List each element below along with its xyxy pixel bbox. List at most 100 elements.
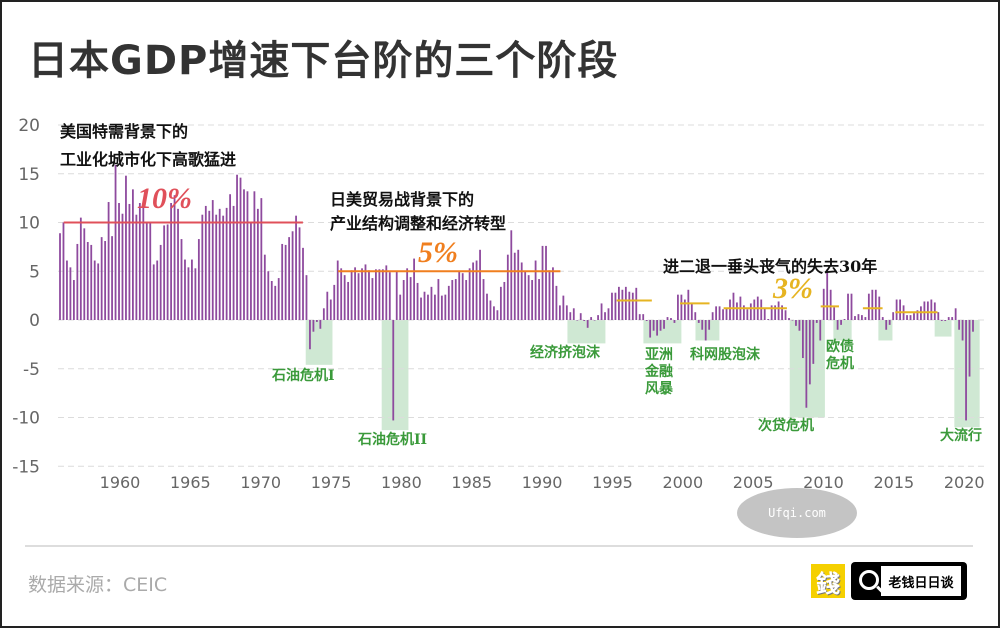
gdp-bar <box>545 245 547 320</box>
gdp-bar <box>864 317 867 320</box>
gdp-bar <box>468 268 471 320</box>
gdp-bar <box>677 294 679 320</box>
recession-shade <box>878 320 893 341</box>
gdp-bar <box>624 286 627 320</box>
gdp-bar <box>107 202 110 320</box>
gdp-bar <box>375 269 377 320</box>
gdp-bar <box>944 320 947 321</box>
gdp-bar <box>350 270 353 320</box>
gdp-bar <box>454 279 457 320</box>
gdp-bar <box>638 314 641 320</box>
gdp-bar <box>711 312 714 320</box>
gdp-bar <box>461 273 464 320</box>
gdp-bar <box>562 295 565 320</box>
gdp-bar <box>867 293 870 320</box>
gdp-bar <box>683 299 686 320</box>
gdp-bar <box>607 308 610 320</box>
gdp-bar <box>510 230 513 320</box>
gdp-bar <box>156 260 159 320</box>
gdp-bar <box>361 268 363 320</box>
gdp-bar <box>177 208 179 320</box>
gdp-bar <box>378 269 381 320</box>
gdp-bar <box>833 307 836 320</box>
gdp-bar <box>923 301 926 320</box>
gdp-bar <box>329 299 332 320</box>
gdp-bar <box>513 252 516 320</box>
x-tick-label: 1970 <box>240 473 281 492</box>
gdp-bar <box>663 320 665 329</box>
gdp-bar <box>315 320 318 322</box>
gdp-bar <box>62 222 65 320</box>
gdp-bar <box>340 268 343 320</box>
gdp-bar <box>72 280 75 320</box>
gdp-bar <box>66 260 68 320</box>
gdp-bar <box>288 237 291 320</box>
gdp-bar <box>586 320 589 328</box>
gdp-bar <box>420 297 422 320</box>
gdp-bar <box>100 237 103 320</box>
gdp-bar <box>597 315 599 320</box>
gdp-bar <box>847 293 849 320</box>
gdp-bar <box>722 309 724 320</box>
gdp-bar <box>614 292 617 320</box>
gdp-bar <box>805 320 808 408</box>
gdp-bar <box>86 242 89 320</box>
gdp-bar <box>836 320 839 330</box>
x-tick-label: 1990 <box>522 473 563 492</box>
gdp-bar <box>76 243 79 320</box>
gdp-bar <box>593 320 596 321</box>
gdp-bar <box>326 291 329 320</box>
y-tick-label: 10 <box>18 214 40 234</box>
x-tick-label: 2020 <box>944 473 985 492</box>
gdp-bar <box>430 286 433 320</box>
gdp-bar <box>777 301 780 320</box>
gdp-bar <box>899 299 901 320</box>
gdp-bar <box>298 227 301 320</box>
gdp-bar <box>145 222 148 320</box>
gdp-bar <box>208 210 211 320</box>
gdp-bar <box>618 286 620 320</box>
gdp-bar <box>69 267 72 320</box>
x-tick-label: 2015 <box>873 473 914 492</box>
gdp-bar <box>951 317 954 320</box>
gdp-bar <box>409 277 412 320</box>
gdp-bar <box>798 320 801 331</box>
y-tick-label: -10 <box>12 409 40 429</box>
gdp-bar <box>152 264 155 320</box>
x-tick-label: 1965 <box>170 473 211 492</box>
gdp-bar <box>857 314 860 320</box>
gdp-bar <box>90 244 93 320</box>
gdp-bar <box>694 312 697 320</box>
gdp-bar <box>843 319 846 320</box>
gdp-bar <box>392 320 395 421</box>
gdp-bar <box>930 299 933 320</box>
gdp-bar <box>645 320 648 321</box>
gdp-bar <box>222 215 225 320</box>
y-tick-label: -5 <box>23 360 40 380</box>
gdp-bar <box>784 310 787 320</box>
gdp-bar <box>781 305 783 320</box>
gdp-bar <box>132 189 134 320</box>
gdp-bar <box>197 239 200 320</box>
gdp-bar <box>861 315 863 320</box>
gdp-bar <box>295 215 297 320</box>
recession-shade <box>833 320 852 341</box>
gdp-bar <box>558 305 561 320</box>
gdp-bar <box>319 320 322 329</box>
gdp-bar <box>493 306 495 320</box>
gdp-bar <box>840 320 842 325</box>
y-tick-label: 5 <box>29 262 40 282</box>
gdp-bar <box>486 293 488 320</box>
gdp-bar <box>236 174 238 320</box>
gdp-bar <box>715 306 718 320</box>
gdp-bar <box>895 299 898 320</box>
gdp-bar <box>479 249 481 320</box>
gdp-bar <box>527 275 530 320</box>
gdp-bar <box>534 260 537 320</box>
gdp-bar <box>947 317 950 320</box>
x-tick-label: 2000 <box>662 473 703 492</box>
gdp-bar <box>690 303 693 320</box>
recession-shade <box>643 320 682 344</box>
gdp-bar <box>347 281 350 320</box>
